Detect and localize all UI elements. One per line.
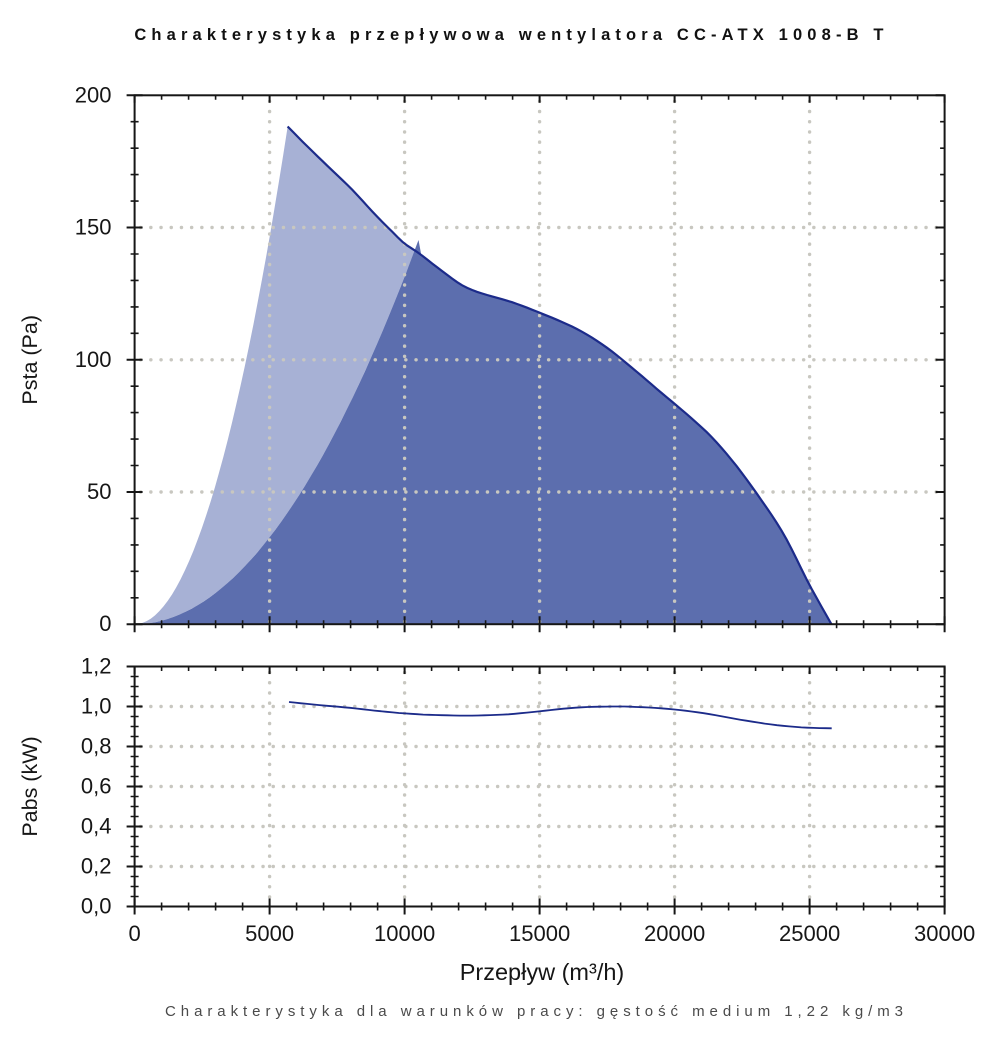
svg-text:10000: 10000 <box>374 921 435 946</box>
svg-text:Przepływ (m³/h): Przepływ (m³/h) <box>460 959 625 985</box>
svg-text:30000: 30000 <box>914 921 975 946</box>
svg-text:0,0: 0,0 <box>81 894 112 919</box>
svg-text:0,2: 0,2 <box>81 854 112 879</box>
svg-text:Psta (Pa): Psta (Pa) <box>18 315 42 405</box>
svg-text:0,8: 0,8 <box>81 734 112 759</box>
svg-text:25000: 25000 <box>779 921 840 946</box>
svg-text:0: 0 <box>99 611 111 636</box>
svg-text:1,2: 1,2 <box>81 654 112 679</box>
svg-text:5000: 5000 <box>245 921 294 946</box>
svg-text:Charakterystyka dla warunków p: Charakterystyka dla warunków pracy: gęst… <box>165 1003 908 1020</box>
svg-text:Charakterystyka przepływowa we: Charakterystyka przepływowa wentylatora … <box>134 26 888 44</box>
svg-text:0,4: 0,4 <box>81 814 112 839</box>
svg-text:200: 200 <box>75 82 112 107</box>
svg-text:1,0: 1,0 <box>81 694 112 719</box>
svg-text:150: 150 <box>75 215 112 240</box>
svg-text:0: 0 <box>128 921 140 946</box>
svg-text:100: 100 <box>75 347 112 372</box>
svg-text:15000: 15000 <box>509 921 570 946</box>
svg-text:0,6: 0,6 <box>81 774 112 799</box>
svg-text:20000: 20000 <box>644 921 705 946</box>
svg-text:Pabs (kW): Pabs (kW) <box>18 736 42 836</box>
svg-text:50: 50 <box>87 479 111 504</box>
